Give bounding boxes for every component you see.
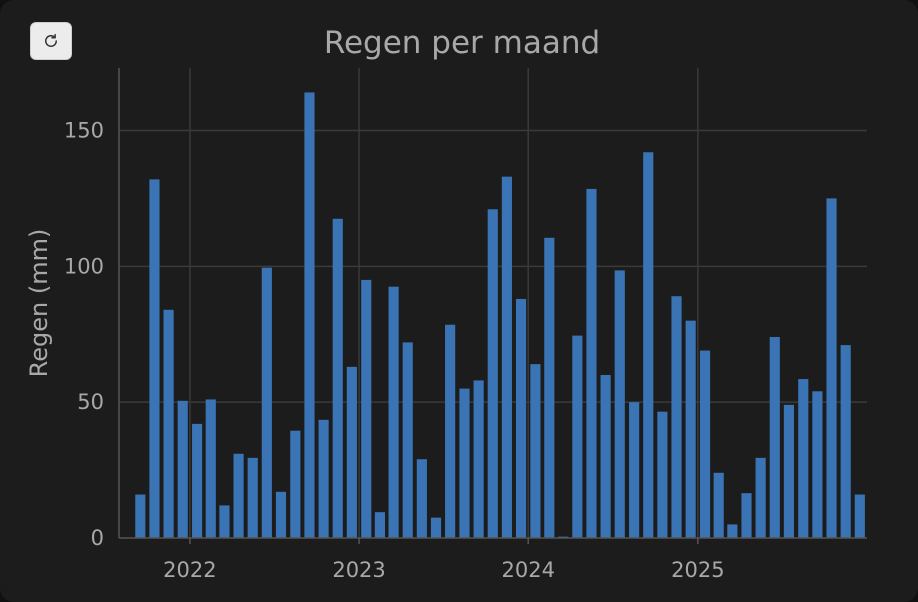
- y-tick-label: 50: [77, 390, 104, 414]
- bar-2024-08[interactable]: [629, 402, 640, 538]
- bar-2022-01[interactable]: [192, 423, 203, 538]
- bar-2023-03[interactable]: [388, 286, 399, 538]
- bar-2025-12[interactable]: [854, 494, 865, 538]
- bar-2022-05[interactable]: [247, 457, 258, 538]
- bar-2025-02[interactable]: [713, 472, 724, 538]
- bar-2022-11[interactable]: [332, 218, 343, 539]
- bar-2024-12[interactable]: [685, 320, 696, 538]
- bar-2025-03[interactable]: [727, 524, 738, 538]
- bar-2025-08[interactable]: [798, 379, 809, 538]
- bar-2021-11[interactable]: [163, 309, 174, 538]
- bar-2025-10[interactable]: [826, 198, 837, 539]
- bar-2024-05[interactable]: [586, 188, 597, 539]
- y-tick-label: 100: [64, 254, 104, 278]
- bar-2025-04[interactable]: [741, 493, 752, 538]
- reset-zoom-button[interactable]: [30, 22, 72, 60]
- bar-2024-07[interactable]: [614, 270, 625, 538]
- bar-2022-04[interactable]: [233, 453, 244, 538]
- bar-2021-12[interactable]: [177, 400, 188, 538]
- x-tick-label: 2023: [332, 558, 385, 582]
- bar-2023-05[interactable]: [416, 459, 427, 538]
- bar-2023-10[interactable]: [487, 209, 498, 539]
- bar-2024-06[interactable]: [600, 374, 611, 538]
- bar-2023-07[interactable]: [445, 324, 456, 538]
- bar-2022-09[interactable]: [304, 92, 315, 538]
- x-tick-label: 2025: [671, 558, 724, 582]
- bar-2025-05[interactable]: [755, 457, 766, 538]
- bar-2023-04[interactable]: [402, 342, 413, 538]
- y-axis-label: Regen (mm): [25, 229, 53, 378]
- bar-2023-08[interactable]: [459, 388, 470, 538]
- bar-2022-10[interactable]: [318, 419, 329, 538]
- bar-2022-08[interactable]: [290, 430, 301, 538]
- bar-2024-10[interactable]: [657, 411, 668, 538]
- bar-2023-12[interactable]: [515, 298, 527, 538]
- bar-2025-11[interactable]: [840, 345, 851, 538]
- bar-2023-09[interactable]: [473, 380, 484, 538]
- bar-2024-09[interactable]: [643, 152, 654, 538]
- bar-2024-04[interactable]: [572, 335, 583, 538]
- bar-2022-07[interactable]: [275, 491, 287, 538]
- axes: 0 50 100 150 2022 2023 2024 2025: [64, 68, 867, 582]
- bar-2021-09[interactable]: [135, 494, 146, 538]
- bar-2025-01[interactable]: [699, 350, 711, 538]
- bar-2022-03[interactable]: [219, 505, 230, 538]
- bars: [135, 92, 865, 539]
- bar-2022-12[interactable]: [346, 366, 357, 538]
- bar-2023-11[interactable]: [501, 176, 512, 538]
- bar-2024-02[interactable]: [544, 237, 555, 539]
- x-tick-label: 2022: [163, 558, 216, 582]
- bar-2025-09[interactable]: [812, 391, 823, 538]
- bar-2025-06[interactable]: [769, 336, 780, 538]
- bar-2024-01[interactable]: [530, 364, 541, 538]
- bar-2025-07[interactable]: [783, 404, 794, 538]
- bar-2022-02[interactable]: [205, 399, 216, 538]
- bar-2023-06[interactable]: [430, 517, 442, 538]
- y-tick-label: 150: [64, 118, 104, 142]
- grid-lines: [119, 68, 867, 538]
- bar-2024-11[interactable]: [671, 296, 682, 538]
- chart-title: Regen per maand: [324, 25, 600, 61]
- bar-2023-02[interactable]: [374, 512, 385, 538]
- x-tick-label: 2024: [501, 558, 554, 582]
- bar-2023-01[interactable]: [361, 279, 372, 538]
- y-tick-label: 0: [91, 526, 104, 550]
- bar-2022-06[interactable]: [261, 267, 272, 538]
- bar-2021-10[interactable]: [149, 179, 160, 539]
- refresh-icon: [45, 33, 57, 47]
